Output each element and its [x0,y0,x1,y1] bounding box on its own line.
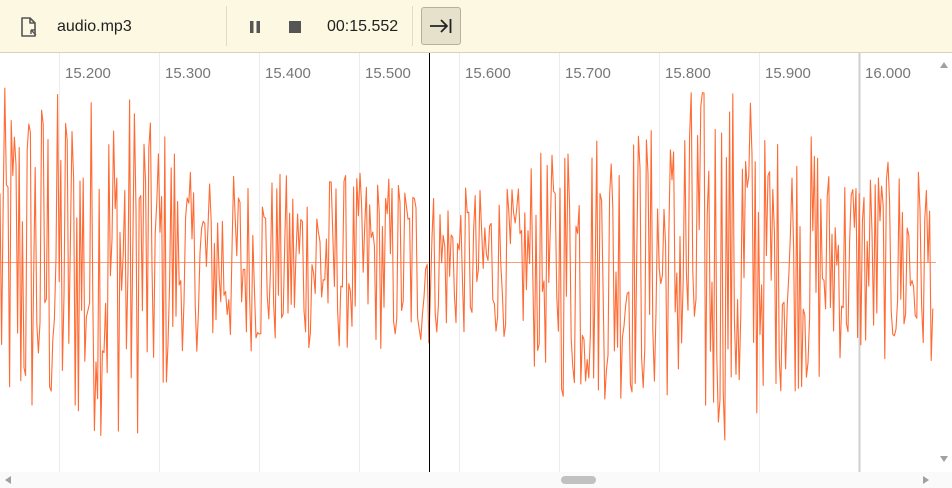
current-time-label: 00:15.552 [327,17,399,35]
time-tick-label: 16.000 [865,65,911,82]
scroll-up-icon[interactable] [940,62,948,68]
time-ruler: 15.200 15.300 15.400 15.500 15.600 15.700 15.8… [65,65,911,82]
scroll-down-icon[interactable] [940,456,948,462]
time-tick-label: 15.800 [665,65,711,82]
current-time: 00:15.552 [327,0,398,53]
file-name: audio.mp3 [57,0,132,53]
waveform [0,87,934,441]
scroll-arrows-h [5,476,929,484]
time-tick-label: 15.900 [765,65,811,82]
follow-playhead-icon [430,19,452,33]
time-tick-label: 15.200 [65,65,111,82]
time-tick-label: 15.300 [165,65,211,82]
horizontal-scrollbar[interactable] [0,472,952,488]
waveform-view[interactable]: 15.200 15.300 15.400 15.500 15.600 15.700 15.8… [0,53,952,488]
horizontal-scroll-thumb[interactable] [561,476,596,484]
toolbar-divider [412,6,413,46]
time-tick-label: 15.500 [365,65,411,82]
time-tick-label: 15.700 [565,65,611,82]
pause-button[interactable] [242,0,268,53]
toolbar-divider [226,6,227,46]
time-tick-label: 15.400 [265,65,311,82]
stop-icon [289,20,301,33]
time-tick-label: 15.600 [465,65,511,82]
player-toolbar: audio.mp3 00:15.552 [0,0,952,53]
vertical-scrollbar[interactable] [936,56,952,468]
file-audio-icon[interactable] [14,0,42,53]
follow-playhead-button[interactable] [421,7,461,45]
stop-button[interactable] [283,0,307,53]
scroll-arrows-v [940,62,948,462]
file-name-label: audio.mp3 [57,17,132,35]
scroll-right-icon[interactable] [923,476,929,484]
scroll-left-icon[interactable] [5,476,11,484]
pause-icon [250,20,260,33]
